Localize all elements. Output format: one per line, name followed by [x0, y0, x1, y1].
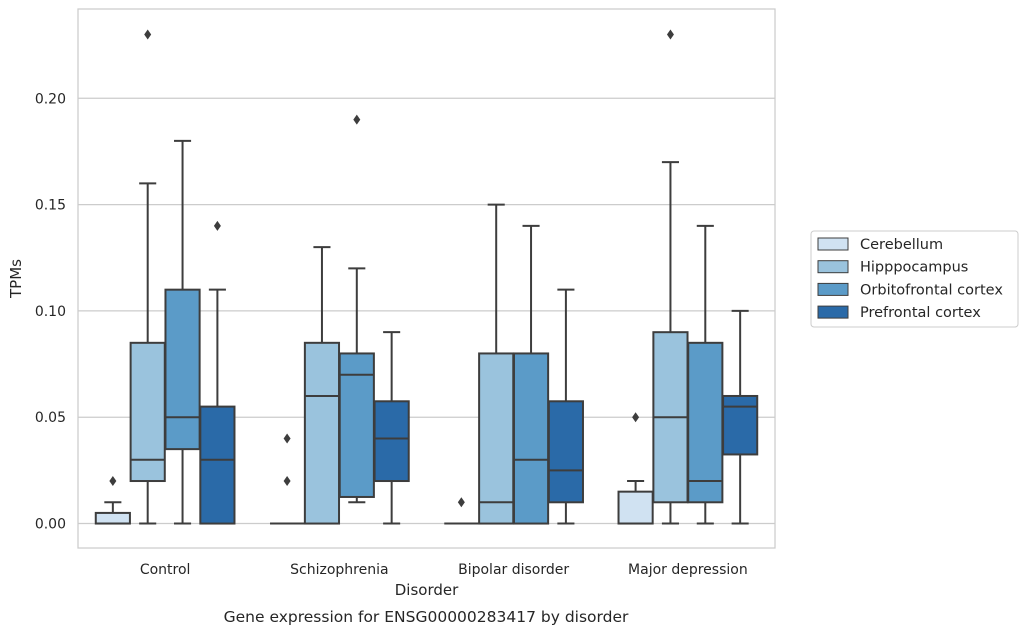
y-tick-label: 0.05	[35, 410, 66, 426]
y-tick-labels: 0.00 0.05 0.10 0.15 0.20	[35, 91, 66, 532]
outlier-point	[353, 114, 361, 125]
box	[199, 220, 236, 525]
box-body	[687, 341, 724, 504]
series-hipppocampus	[129, 29, 689, 525]
x-tick-label: Bipolar disorder	[458, 562, 569, 578]
legend-frame	[810, 230, 1019, 328]
box	[164, 139, 201, 525]
outlier-point	[632, 412, 640, 423]
box	[478, 203, 515, 525]
box-body	[199, 405, 236, 525]
outlier-point	[457, 497, 465, 508]
box-body	[164, 288, 201, 451]
chart-caption: Gene expression for ENSG00000283417 by d…	[224, 608, 629, 626]
box	[722, 309, 759, 525]
box-body	[547, 400, 584, 504]
x-tick-label: Schizophrenia	[290, 562, 388, 578]
box	[94, 476, 131, 525]
box-body	[512, 352, 550, 525]
box	[444, 497, 479, 525]
box	[512, 224, 550, 525]
box-body	[303, 341, 341, 525]
box	[687, 224, 724, 525]
outlier-point	[666, 29, 674, 40]
outlier-point	[213, 220, 221, 231]
legend-swatch	[817, 260, 849, 274]
x-tick-labels: Control Schizophrenia Bipolar disorder Majo…	[140, 562, 748, 578]
legend-swatch	[817, 305, 849, 319]
legend-swatch	[817, 237, 849, 251]
box	[652, 29, 689, 525]
box-body	[373, 400, 410, 483]
series-orbitofrontal-cortex	[164, 114, 724, 525]
box-body	[338, 352, 375, 498]
box	[373, 331, 410, 525]
box-body	[617, 490, 654, 525]
box	[617, 412, 654, 525]
box	[303, 246, 341, 525]
outlier-point	[283, 433, 291, 444]
box-body	[722, 394, 759, 456]
x-tick-label: Control	[140, 562, 191, 578]
legend-label: Cerebellum	[860, 237, 943, 253]
x-tick-label: Major depression	[628, 562, 748, 578]
x-axis-label: Disorder	[395, 581, 459, 599]
outlier-point	[283, 476, 291, 487]
box-plot-series	[94, 29, 759, 525]
y-axis-label: TPMs	[7, 259, 25, 299]
y-tick-label: 0.00	[35, 517, 66, 533]
box	[547, 288, 584, 525]
y-tick-label: 0.20	[35, 91, 66, 107]
y-tick-label: 0.15	[35, 198, 66, 214]
box	[270, 433, 305, 525]
series-cerebellum	[94, 412, 654, 525]
box	[129, 29, 166, 525]
series-prefrontal-cortex	[199, 220, 759, 525]
legend-label: Hipppocampus	[860, 260, 968, 276]
plot-frame	[77, 8, 776, 549]
box	[338, 114, 375, 504]
box-body	[478, 352, 515, 525]
legend: Cerebellum Hipppocampus Orbitofrontal cort…	[810, 230, 1019, 328]
y-tick-label: 0.10	[35, 304, 66, 320]
box-body	[94, 511, 131, 525]
outlier-point	[109, 476, 117, 487]
outlier-point	[144, 29, 152, 40]
legend-label: Prefrontal cortex	[860, 305, 981, 321]
legend-label: Orbitofrontal cortex	[860, 282, 1003, 298]
legend-swatch	[817, 282, 849, 296]
